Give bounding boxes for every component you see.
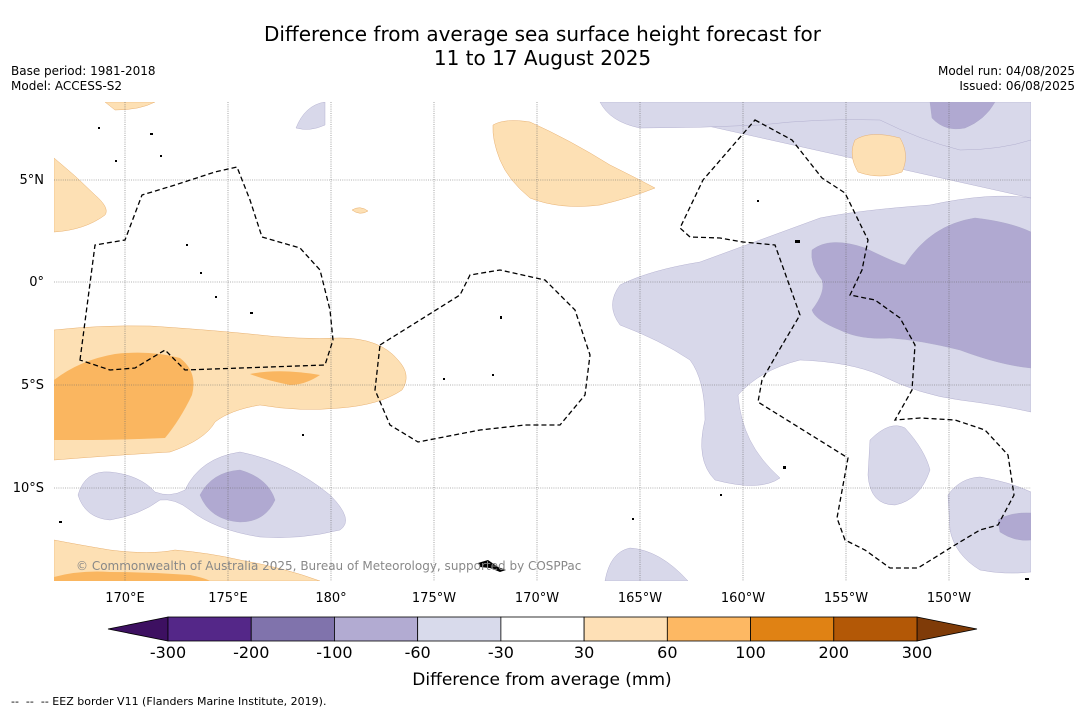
colorbar-tick-label: -100 [316, 643, 352, 662]
colorbar-cell [417, 616, 502, 642]
lat-label: 10°S [13, 481, 44, 496]
negative-anomaly-mid [199, 102, 1031, 541]
title-line-1: Difference from average sea surface heig… [263, 22, 822, 46]
model-run: Model run: 04/08/2025 [937, 64, 1075, 78]
model-name: Model: ACCESS-S2 [11, 79, 123, 93]
lat-label: 0° [29, 275, 44, 290]
gridlines [54, 102, 1031, 581]
colorbar-cell [583, 616, 668, 642]
lon-label: 170°E [105, 591, 145, 606]
colorbar-cell [167, 616, 252, 642]
negative-anomaly-light [77, 102, 1031, 581]
colorbar-tick-label: -60 [405, 643, 431, 662]
colorbar-cell [666, 616, 751, 642]
page-title: Difference from average sea surface heig… [0, 22, 1085, 70]
eez-borders [79, 119, 1015, 569]
lat-label: 5°N [20, 173, 45, 188]
colorbar-tick-label: 200 [819, 643, 850, 662]
meta-right: Model run: 04/08/2025 Issued: 06/08/2025 [938, 64, 1075, 94]
colorbar-cells [167, 616, 918, 642]
colorbar-tick-label: 100 [735, 643, 766, 662]
colorbar-ticks: -300 -200 -100 -60 -30 30 60 100 200 300 [150, 643, 932, 662]
lon-label: 155°W [824, 591, 868, 606]
colorbar-tick-label: -200 [233, 643, 269, 662]
colorbar-cell [833, 616, 918, 642]
lon-label: 150°W [927, 591, 971, 606]
colorbar-tick-label: 60 [657, 643, 677, 662]
positive-anomaly-mid [54, 352, 320, 581]
map-plot-area: © Commonwealth of Australia 2025, Bureau… [54, 102, 1031, 581]
colorbar-tick-label: -300 [150, 643, 186, 662]
lon-label: 160°W [721, 591, 765, 606]
eez-legend-note: -- -- -- EEZ border V11 (Flanders Marine… [11, 695, 327, 708]
lon-axis-labels: 170°E 175°E 180° 175°W 170°W 165°W 160°W… [105, 591, 971, 606]
colorbar-cell [334, 616, 419, 642]
colorbar-cell [250, 616, 335, 642]
issued-date: Issued: 06/08/2025 [959, 79, 1075, 93]
lat-axis-labels: 5°N 0° 5°S 10°S [13, 173, 44, 496]
lat-label: 5°S [21, 378, 44, 393]
lon-label: 175°W [412, 591, 456, 606]
islands [59, 127, 1029, 580]
colorbar-title: Difference from average (mm) [412, 670, 671, 690]
lon-label: 175°E [208, 591, 248, 606]
lon-label: 165°W [618, 591, 662, 606]
colorbar-cell [750, 616, 835, 642]
colorbar-extend-low [107, 616, 169, 642]
colorbar-tick-label: 300 [902, 643, 933, 662]
copyright-text: © Commonwealth of Australia 2025, Bureau… [76, 559, 581, 573]
meta-left: Base period: 1981-2018 Model: ACCESS-S2 [11, 64, 156, 94]
lon-label: 180° [315, 591, 346, 606]
base-period: Base period: 1981-2018 [11, 64, 156, 78]
colorbar-cell [500, 616, 585, 642]
colorbar-tick-label: 30 [574, 643, 594, 662]
title-line-2: 11 to 17 August 2025 [433, 46, 652, 70]
lon-label: 170°W [515, 591, 559, 606]
colorbar-extend-high [916, 616, 978, 642]
colorbar-tick-label: -30 [488, 643, 514, 662]
colorbar: -300 -200 -100 -60 -30 30 60 100 200 300 Differen… [107, 616, 978, 690]
